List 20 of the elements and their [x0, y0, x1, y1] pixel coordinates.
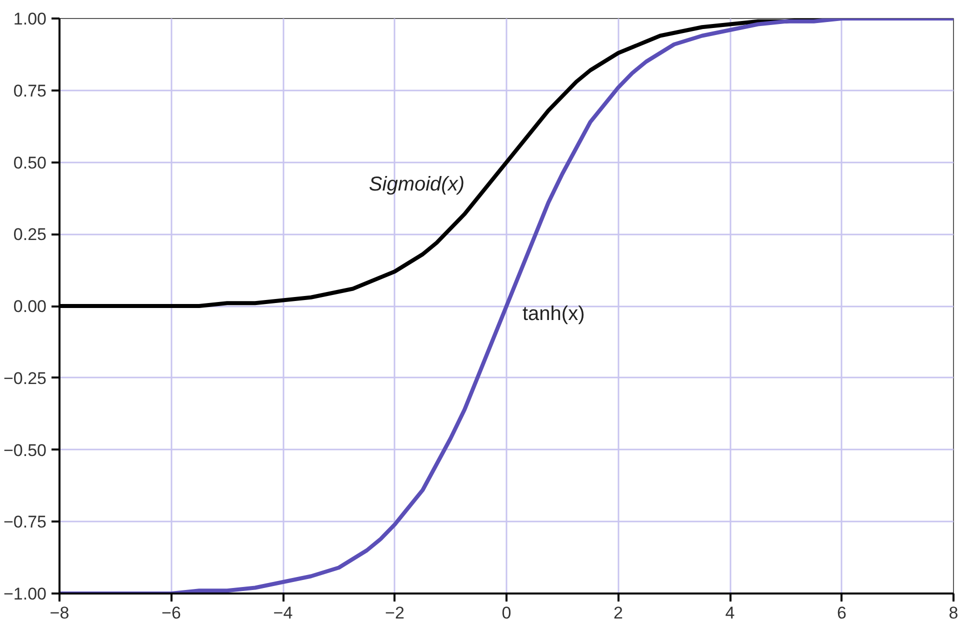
- y-tick-label: 0.25: [13, 225, 47, 244]
- y-tick-label: −0.25: [3, 368, 46, 388]
- x-tick-label: −4: [273, 604, 293, 621]
- x-tick-label: −2: [385, 604, 404, 621]
- y-tick-label: 0.50: [13, 153, 47, 172]
- series-label: Sigmoid(x): [368, 173, 464, 196]
- x-tick-label: 0: [502, 604, 512, 621]
- x-tick-label: 6: [837, 604, 846, 621]
- y-tick-label: −0.50: [3, 440, 46, 460]
- y-tick-label: 0.00: [13, 297, 47, 316]
- x-tick-label: 4: [725, 604, 735, 621]
- x-tick-label: −8: [50, 604, 70, 621]
- series-label: tanh(x): [522, 303, 585, 325]
- y-tick-label: −0.75: [3, 512, 46, 532]
- y-tick-label: 0.75: [13, 81, 47, 100]
- y-tick-label: −1.00: [3, 584, 46, 604]
- x-tick-label: −6: [162, 604, 181, 621]
- x-tick-label: 2: [614, 604, 623, 621]
- y-tick-label: 1.00: [13, 10, 47, 28]
- x-tick-label: 8: [948, 604, 958, 621]
